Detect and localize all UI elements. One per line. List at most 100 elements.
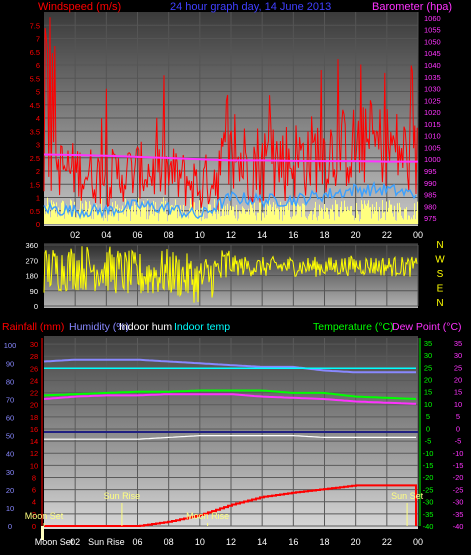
temperature-tick-label: -15 bbox=[423, 461, 434, 470]
dewpoint-tick-label: -20 bbox=[453, 473, 464, 482]
rainfall-legend: Rainfall (mm) bbox=[2, 321, 64, 333]
temperature-tick-label: 25 bbox=[424, 363, 432, 372]
humidity-legend: Humidity (%) bbox=[69, 321, 129, 333]
temperature-tick-label: 30 bbox=[424, 351, 432, 360]
humidity-tick-label: 30 bbox=[6, 468, 14, 477]
direction-tick-label: 270 bbox=[25, 256, 38, 265]
wind-tick-label: 1.5 bbox=[30, 180, 40, 189]
rainfall-tick-label: 6 bbox=[32, 486, 36, 495]
dewpoint-tick-label: 30 bbox=[454, 351, 462, 360]
climate-x-tick-label: 10 bbox=[195, 537, 205, 547]
dewpoint-tick-label: 35 bbox=[454, 339, 462, 348]
climate-x-tick-label: 14 bbox=[257, 537, 267, 547]
compass-label: S bbox=[437, 269, 444, 280]
wind-direction-line bbox=[43, 246, 418, 303]
dew-point-legend: Dew Point (°C) bbox=[392, 321, 462, 333]
annotation-label: Sun Set bbox=[391, 491, 424, 501]
wind-x-tick-label: 12 bbox=[226, 230, 236, 240]
humidity-tick-label: 40 bbox=[6, 450, 14, 459]
barometer-line bbox=[43, 153, 418, 163]
wind-x-tick-label: 04 bbox=[101, 230, 111, 240]
humidity-tick-label: 80 bbox=[6, 377, 14, 386]
wind-x-tick-label: 02 bbox=[70, 230, 80, 240]
compass-label: N bbox=[436, 240, 443, 251]
wind-tick-label: 2 bbox=[36, 167, 40, 176]
compass-label: N bbox=[436, 298, 443, 309]
rainfall-tick-label: 18 bbox=[30, 413, 38, 422]
wind-x-tick-label: 18 bbox=[319, 230, 329, 240]
climate-x-tick-label: Sun Rise bbox=[88, 537, 125, 547]
annotation-label: Sun Rise bbox=[104, 491, 141, 501]
barometer-tick-label: 1055 bbox=[424, 26, 441, 35]
barometer-tick-label: 1005 bbox=[424, 143, 441, 152]
dewpoint-tick-label: -15 bbox=[453, 461, 464, 470]
temperature-tick-label: -35 bbox=[423, 510, 434, 519]
direction-tick-label: 360 bbox=[25, 241, 38, 250]
chart-title: 24 hour graph day, 14 June 2013 bbox=[170, 1, 331, 13]
dewpoint-tick-label: -35 bbox=[453, 510, 464, 519]
climate-x-tick-label: 00 bbox=[413, 537, 423, 547]
climate-x-tick-label: 02 bbox=[70, 537, 80, 547]
barometer-tick-label: 1000 bbox=[424, 155, 441, 164]
wind-x-tick-label: 10 bbox=[195, 230, 205, 240]
rainfall-tick-label: 30 bbox=[30, 340, 38, 349]
wind-tick-label: 3.5 bbox=[30, 127, 40, 136]
wind-tick-label: 5.5 bbox=[30, 74, 40, 83]
barometer-tick-label: 1020 bbox=[424, 108, 441, 117]
rainfall-tick-label: 10 bbox=[30, 461, 38, 470]
barometer-axis-title: Barometer (hpa) bbox=[372, 1, 452, 13]
dewpoint-tick-label: -25 bbox=[453, 485, 464, 494]
wind-tick-label: 2.5 bbox=[30, 154, 40, 163]
temperature-tick-label: -40 bbox=[423, 522, 434, 531]
barometer-tick-label: 1010 bbox=[424, 132, 441, 141]
barometer-tick-label: 995 bbox=[424, 167, 437, 176]
temperature-tick-label: -5 bbox=[425, 437, 432, 446]
climate-x-tick-label: 16 bbox=[288, 537, 298, 547]
wind-x-tick-label: 16 bbox=[288, 230, 298, 240]
rainfall-tick-label: 12 bbox=[30, 449, 38, 458]
rainfall-tick-label: 14 bbox=[30, 437, 38, 446]
climate-x-tick-label: 08 bbox=[164, 537, 174, 547]
humidity-tick-label: 70 bbox=[6, 395, 14, 404]
average-wind-line bbox=[43, 181, 417, 220]
wind-x-tick-label: 00 bbox=[413, 230, 423, 240]
barometer-tick-label: 985 bbox=[424, 191, 437, 200]
rainfall-line bbox=[44, 484, 417, 527]
rainfall-tick-label: 4 bbox=[32, 498, 36, 507]
annotation-label: Moon Rise bbox=[186, 511, 229, 521]
rainfall-tick-label: 8 bbox=[32, 473, 36, 482]
rainfall-tick-label: 16 bbox=[30, 425, 38, 434]
wind-tick-label: 6 bbox=[36, 61, 40, 70]
dewpoint-tick-label: -30 bbox=[453, 498, 464, 507]
temperature-tick-label: 15 bbox=[424, 388, 432, 397]
barometer-tick-label: 980 bbox=[424, 202, 437, 211]
wind-tick-label: 0.5 bbox=[30, 207, 40, 216]
climate-x-tick-label: 22 bbox=[382, 537, 392, 547]
dewpoint-tick-label: 15 bbox=[454, 388, 462, 397]
temperature-line bbox=[43, 389, 417, 400]
wind-x-tick-label: 14 bbox=[257, 230, 267, 240]
dewpoint-tick-label: -10 bbox=[453, 449, 464, 458]
rainfall-tick-label: 0 bbox=[32, 522, 36, 531]
barometer-tick-label: 1015 bbox=[424, 120, 441, 129]
barometer-tick-label: 1050 bbox=[424, 37, 441, 46]
dewpoint-tick-label: -40 bbox=[453, 522, 464, 531]
rainfall-tick-label: 20 bbox=[30, 401, 38, 410]
barometer-tick-label: 1040 bbox=[424, 61, 441, 70]
wind-tick-label: 5 bbox=[36, 88, 40, 97]
humidity-tick-label: 100 bbox=[4, 341, 17, 350]
wind-tick-label: 4 bbox=[36, 114, 40, 123]
barometer-tick-label: 1035 bbox=[424, 73, 441, 82]
indoor-temp-legend: Indoor temp bbox=[174, 321, 230, 333]
wind-x-tick-label: 06 bbox=[132, 230, 142, 240]
windspeed-axis-title: Windspeed (m/s) bbox=[38, 1, 121, 13]
wind-tick-label: 1 bbox=[36, 194, 40, 203]
indoor-hum-line bbox=[44, 435, 416, 440]
rainfall-tick-label: 26 bbox=[30, 364, 38, 373]
temperature-tick-label: 10 bbox=[424, 400, 432, 409]
barometer-tick-label: 1025 bbox=[424, 96, 441, 105]
climate-x-tick-label: 18 bbox=[319, 537, 329, 547]
dewpoint-tick-label: 25 bbox=[454, 363, 462, 372]
